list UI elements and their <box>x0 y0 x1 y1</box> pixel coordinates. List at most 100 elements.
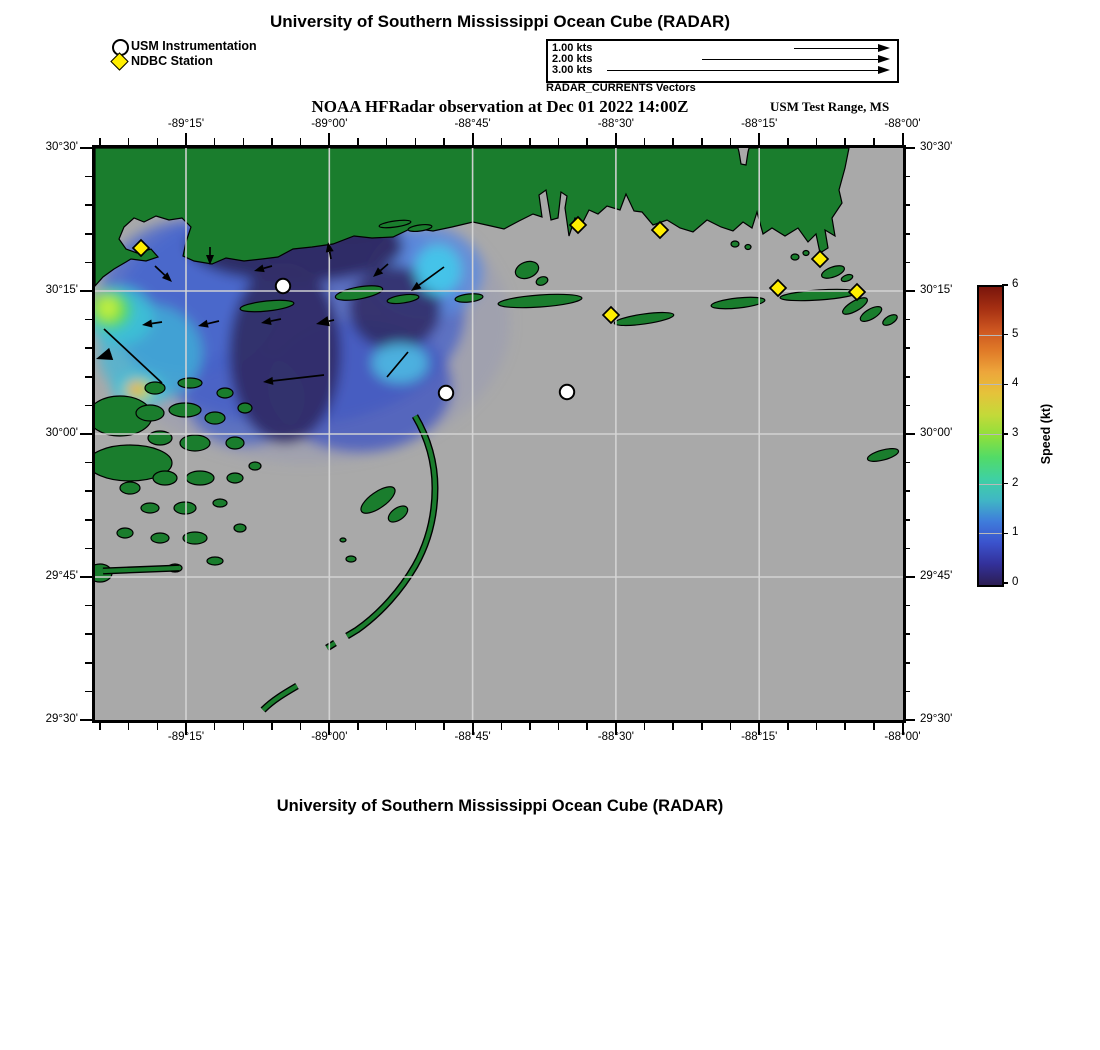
barrier-island <box>334 285 384 301</box>
ndbc-station-marker <box>810 249 830 269</box>
current-vectors-layer <box>96 242 445 385</box>
colorbar-gridline <box>979 483 1002 485</box>
y-axis-label: 29°30' <box>45 713 78 725</box>
tick-mark <box>242 138 245 145</box>
tick-mark <box>80 719 92 721</box>
tick-mark <box>156 138 159 145</box>
tick-mark <box>529 138 531 145</box>
tick-mark <box>85 547 92 550</box>
tick-mark <box>85 604 92 607</box>
tick-mark <box>80 433 92 435</box>
tick-mark <box>901 723 904 735</box>
barrier-island <box>497 293 583 309</box>
tick-mark <box>903 290 915 292</box>
tick-mark <box>443 723 445 730</box>
barrier-island <box>339 537 347 543</box>
x-axis-label: -88°15' <box>741 118 778 130</box>
tick-mark <box>903 147 915 149</box>
x-axis-label: -88°45' <box>454 118 491 130</box>
current-vector-head <box>254 264 265 273</box>
tick-mark <box>127 138 130 145</box>
tick-mark <box>903 318 910 321</box>
tick-mark <box>299 723 302 730</box>
tick-mark <box>672 723 674 730</box>
tick-mark <box>185 133 187 145</box>
tick-mark <box>643 138 646 145</box>
tick-mark <box>787 723 789 730</box>
ndbc-station-marker <box>650 220 670 240</box>
barrier-island <box>710 296 766 310</box>
scale-arrow-line <box>794 48 878 50</box>
observation-subtitle: NOAA HFRadar observation at Dec 01 2022 … <box>311 97 689 116</box>
colorbar-tick-label: 1 <box>1012 526 1019 539</box>
tick-mark <box>873 723 875 730</box>
colorbar-tick-label: 0 <box>1012 576 1019 588</box>
y-axis-label: 29°45' <box>45 570 78 582</box>
marsh-island <box>119 481 141 495</box>
tick-mark <box>213 723 216 730</box>
tick-mark <box>903 347 910 349</box>
marsh-island <box>150 532 170 544</box>
barrier-island <box>790 253 800 261</box>
barrier-island <box>882 314 898 326</box>
tick-mark <box>903 719 915 721</box>
tick-mark <box>85 376 92 378</box>
tick-mark <box>156 723 159 730</box>
tick-mark <box>903 633 910 635</box>
tick-mark <box>815 138 818 145</box>
tick-mark <box>85 175 92 178</box>
tick-mark <box>271 723 273 730</box>
speed-blob <box>372 343 428 383</box>
current-vector-head <box>373 267 384 277</box>
vector-scale-box: 1.00 kts 2.00 kts 3.00 kts <box>546 39 899 83</box>
tick-mark <box>85 633 92 635</box>
tick-mark <box>903 376 910 378</box>
tick-mark <box>85 662 92 664</box>
tick-mark <box>903 204 910 206</box>
marsh-island <box>135 404 165 422</box>
marsh-island <box>116 527 134 539</box>
marsh-island <box>182 531 208 545</box>
y-axis-label: 29°45' <box>920 570 953 582</box>
tick-mark <box>500 723 502 730</box>
tick-mark <box>758 133 761 145</box>
colorbar-tick-label: 2 <box>1012 476 1019 489</box>
barrier-island <box>407 223 433 233</box>
tick-mark <box>85 233 92 235</box>
tick-mark <box>85 690 92 693</box>
tick-mark <box>357 723 359 730</box>
colorbar-tick <box>1002 433 1008 435</box>
tick-mark <box>586 723 588 730</box>
tick-mark <box>787 138 789 145</box>
tick-mark <box>643 723 646 730</box>
x-axis-label: -89°00' <box>311 118 348 130</box>
usm-station-marker <box>437 384 455 402</box>
tick-mark <box>242 723 245 730</box>
range-label: USM Test Range, MS <box>770 99 890 114</box>
marsh-island <box>248 461 262 471</box>
ndbc-station-marker <box>131 238 151 258</box>
current-vector-head <box>206 255 214 265</box>
tick-mark <box>903 461 910 464</box>
tick-mark <box>903 662 910 664</box>
tick-mark <box>99 723 101 730</box>
x-axis-label: -88°00' <box>884 731 921 743</box>
colorbar-gridline <box>979 334 1002 336</box>
tick-mark <box>557 138 560 145</box>
marsh-island <box>225 436 245 450</box>
current-vector-line <box>103 328 163 384</box>
colorbar-tick <box>1002 582 1008 584</box>
tick-mark <box>903 690 910 693</box>
tick-mark <box>85 461 92 464</box>
barrier-island <box>840 273 854 283</box>
graticule-layer <box>95 148 903 720</box>
marsh-island <box>185 470 215 486</box>
x-axis-label: -88°15' <box>741 731 778 743</box>
tick-mark <box>701 138 703 145</box>
stations-layer <box>131 215 867 402</box>
barrier-island <box>378 219 412 229</box>
scale-arrowhead-icon <box>878 66 890 74</box>
barrier-island <box>820 265 846 279</box>
colorbar-gridline <box>979 384 1002 386</box>
current-vector-head <box>411 281 422 291</box>
